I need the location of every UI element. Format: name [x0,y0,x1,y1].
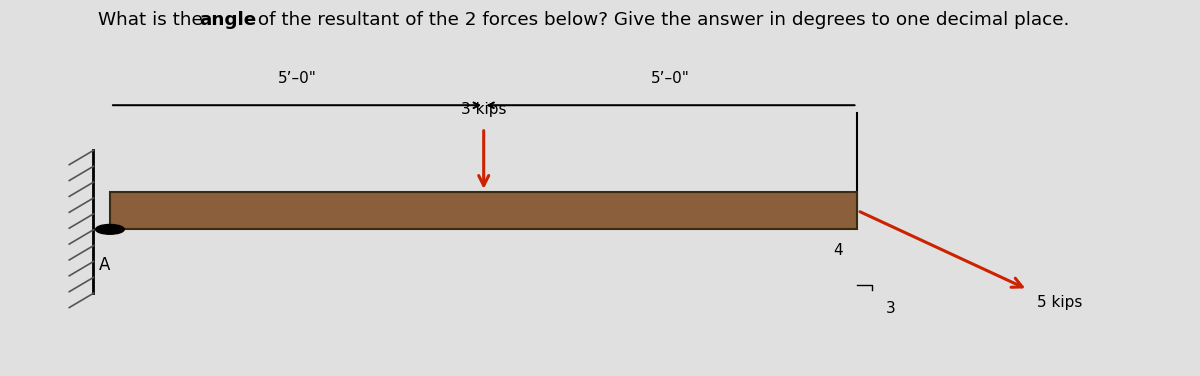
Text: 5’–0": 5’–0" [652,71,690,86]
Circle shape [96,224,125,234]
Text: 3: 3 [886,301,895,316]
Text: 3 kips: 3 kips [461,102,506,117]
Bar [110,192,858,229]
Text: angle: angle [199,11,257,29]
Text: A: A [98,256,110,274]
Text: What is the: What is the [98,11,209,29]
Text: of the resultant of the 2 forces below? Give the answer in degrees to one decima: of the resultant of the 2 forces below? … [252,11,1069,29]
Text: 5 kips: 5 kips [1037,295,1082,310]
Text: 5’–0": 5’–0" [277,71,317,86]
Text: 4: 4 [833,243,842,258]
